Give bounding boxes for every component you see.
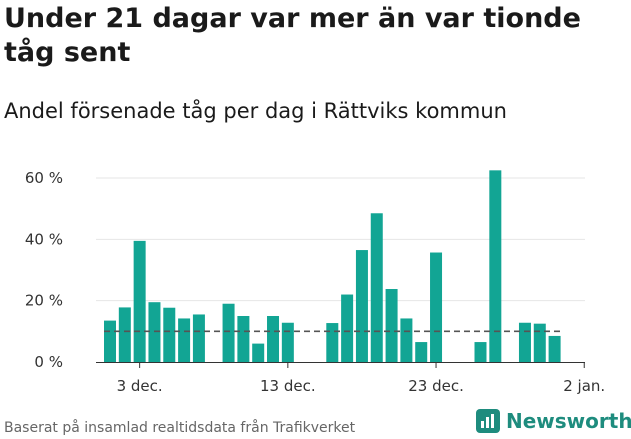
bar	[341, 294, 354, 362]
bar	[430, 252, 443, 362]
bar	[548, 335, 561, 362]
bar-chart: 0 % 20 % 40 % 60 % 3 dec. 13 dec. 23 dec. 2 jan…	[25, 169, 605, 395]
bar	[533, 323, 546, 362]
y-tick-label: 0 %	[34, 353, 63, 371]
x-tick-label: 13 dec.	[260, 377, 316, 395]
bar	[222, 303, 235, 362]
bar	[355, 250, 368, 362]
x-tick-label: 2 jan.	[563, 377, 605, 395]
bar	[163, 307, 176, 362]
brand-logo[interactable]: Newsworthy	[476, 409, 631, 433]
bar	[385, 289, 398, 362]
bar	[118, 307, 131, 362]
bar	[474, 342, 487, 362]
brand-name: Newsworthy	[506, 409, 631, 433]
bar	[400, 318, 413, 362]
bar	[267, 316, 280, 362]
page-subtitle: Andel försenade tåg per dag i Rättviks k…	[4, 99, 507, 123]
bar	[370, 213, 383, 362]
bar	[237, 316, 250, 362]
bar	[192, 314, 205, 362]
bar-chart-logo-icon	[476, 409, 500, 433]
bar	[326, 323, 339, 362]
bar	[518, 322, 531, 362]
bar	[489, 170, 502, 362]
bar	[415, 342, 428, 362]
x-tick-label: 3 dec.	[117, 377, 163, 395]
x-tick-label: 23 dec.	[408, 377, 464, 395]
bar	[104, 320, 116, 362]
y-tick-label: 40 %	[25, 230, 63, 248]
source-note: Baserat på insamlad realtidsdata från Tr…	[4, 420, 356, 436]
bar	[178, 318, 191, 362]
bar	[133, 240, 146, 362]
page-title: Under 21 dagar var mer än var tionde tåg…	[4, 3, 581, 68]
bar	[252, 343, 265, 362]
y-tick-label: 20 %	[25, 292, 63, 310]
y-tick-label: 60 %	[25, 169, 63, 187]
bar	[281, 322, 294, 362]
